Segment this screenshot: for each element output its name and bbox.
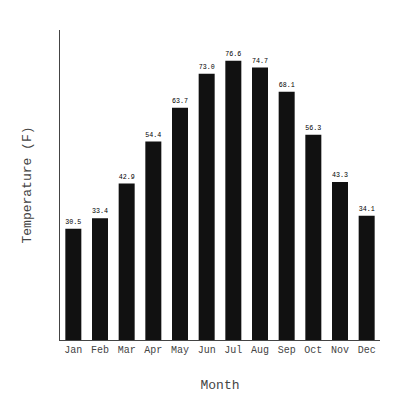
svg-text:74.7: 74.7 [252, 57, 268, 65]
svg-text:Feb: Feb [91, 345, 109, 356]
svg-text:Oct: Oct [304, 345, 322, 356]
svg-text:63.7: 63.7 [172, 97, 188, 105]
svg-text:Jun: Jun [198, 345, 216, 356]
svg-text:42.9: 42.9 [119, 173, 135, 181]
svg-text:Jul: Jul [224, 345, 242, 356]
svg-text:73.0: 73.0 [199, 63, 215, 71]
svg-text:Nov: Nov [331, 345, 349, 356]
svg-text:Month: Month [200, 378, 239, 393]
svg-text:56.3: 56.3 [305, 124, 321, 132]
svg-text:Temperature (F): Temperature (F) [20, 126, 35, 243]
svg-text:30.5: 30.5 [65, 218, 81, 226]
svg-text:Apr: Apr [144, 345, 162, 356]
svg-text:Jan: Jan [64, 345, 82, 356]
svg-text:Dec: Dec [358, 345, 376, 356]
svg-text:54.4: 54.4 [145, 131, 161, 139]
svg-text:Sep: Sep [278, 345, 296, 356]
svg-text:76.6: 76.6 [225, 50, 241, 58]
svg-text:34.1: 34.1 [359, 205, 375, 213]
svg-text:33.4: 33.4 [92, 207, 108, 215]
svg-text:May: May [171, 345, 189, 356]
svg-text:43.3: 43.3 [332, 171, 348, 179]
svg-text:Mar: Mar [118, 345, 136, 356]
svg-text:Aug: Aug [251, 345, 269, 356]
svg-text:68.1: 68.1 [279, 81, 295, 89]
